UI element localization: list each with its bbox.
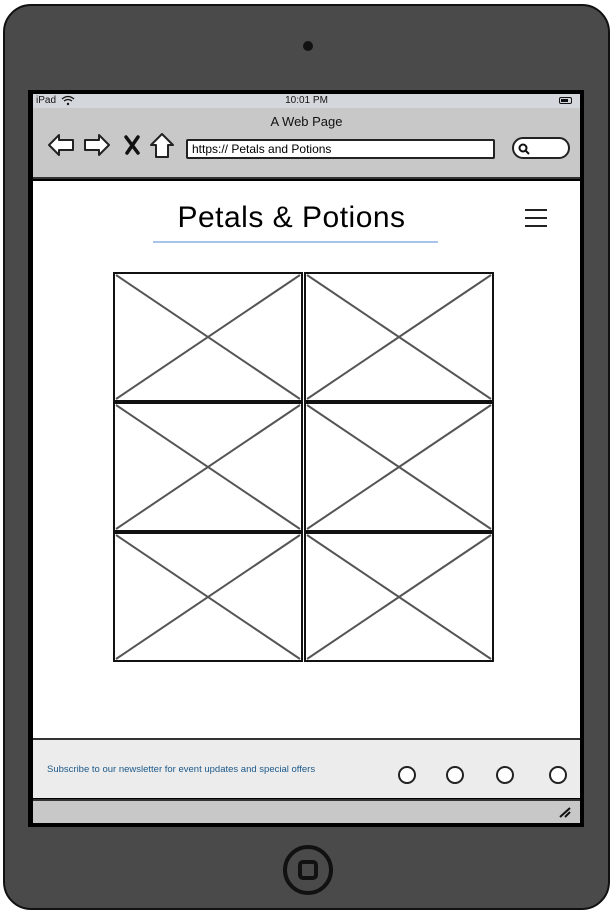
battery-icon [559, 97, 572, 104]
page-content: Petals & Potions [33, 181, 580, 738]
image-placeholder-1[interactable] [113, 272, 303, 402]
image-placeholder-6[interactable] [304, 532, 494, 662]
image-placeholder-2[interactable] [304, 272, 494, 402]
page-footer: Subscribe to our newsletter for event up… [33, 738, 580, 798]
home-icon[interactable] [148, 132, 176, 158]
url-field[interactable]: https:// Petals and Potions [186, 139, 495, 159]
resize-grip-icon[interactable] [558, 805, 572, 823]
page-title: Petals & Potions [177, 201, 406, 234]
browser-bottom-bar [33, 799, 580, 823]
search-button[interactable] [512, 137, 570, 159]
newsletter-link[interactable]: Subscribe to our newsletter for event up… [47, 764, 316, 775]
hamburger-menu-icon[interactable] [525, 209, 547, 229]
social-link-1[interactable] [398, 766, 416, 784]
home-button[interactable] [283, 845, 333, 895]
carrier-label: iPad [36, 95, 57, 106]
search-icon [518, 143, 530, 155]
back-arrow-icon[interactable] [47, 132, 75, 158]
social-link-4[interactable] [549, 766, 567, 784]
wifi-icon [61, 94, 75, 109]
status-bar: iPad 10:01 PM [33, 94, 580, 108]
image-placeholder-3[interactable] [113, 402, 303, 532]
camera-dot [303, 41, 313, 51]
title-underline [153, 241, 438, 243]
image-gallery [113, 272, 494, 662]
forward-arrow-icon[interactable] [83, 132, 111, 158]
browser-title: A Web Page [270, 114, 343, 129]
image-placeholder-5[interactable] [113, 532, 303, 662]
close-icon[interactable] [121, 132, 149, 158]
social-link-2[interactable] [446, 766, 464, 784]
image-placeholder-4[interactable] [304, 402, 494, 532]
social-link-3[interactable] [496, 766, 514, 784]
home-button-square-icon [298, 860, 318, 880]
browser-toolbar: A Web Page https:// Petals and Potions [33, 108, 580, 179]
clock: 10:01 PM [285, 95, 328, 106]
